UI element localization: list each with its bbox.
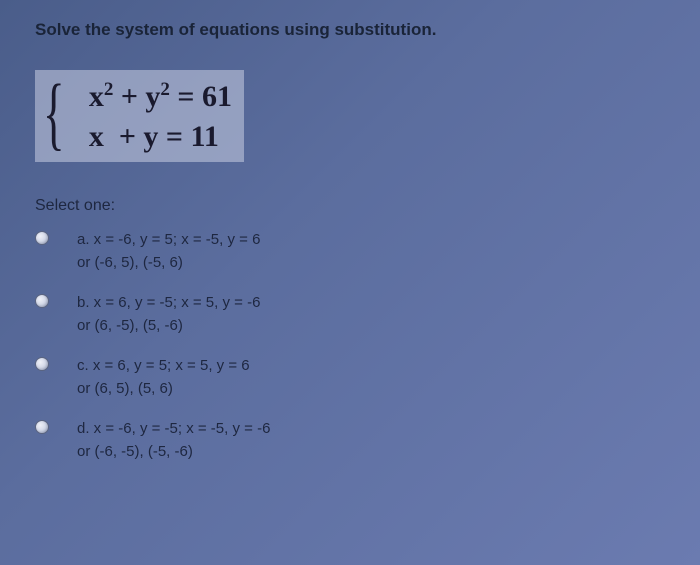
- question-panel: Solve the system of equations using subs…: [0, 0, 700, 483]
- question-prompt: Solve the system of equations using subs…: [35, 20, 665, 40]
- option-sub: or (6, -5), (5, -6): [77, 315, 260, 338]
- option-c[interactable]: c. x = 6, y = 5; x = 5, y = 6 or (6, 5),…: [35, 355, 665, 400]
- equation-stack: x2 + y2 = 61 x + y = 11: [89, 77, 232, 158]
- option-main: d. x = -6, y = -5; x = -5, y = -6: [77, 418, 270, 441]
- options-list: a. x = -6, y = 5; x = -5, y = 6 or (-6, …: [35, 229, 665, 463]
- radio-icon[interactable]: [35, 420, 49, 434]
- equation-line-2: x + y = 11: [89, 117, 232, 158]
- option-text: c. x = 6, y = 5; x = 5, y = 6 or (6, 5),…: [77, 355, 250, 400]
- option-d[interactable]: d. x = -6, y = -5; x = -5, y = -6 or (-6…: [35, 418, 665, 463]
- equation-line-1: x2 + y2 = 61: [89, 77, 232, 118]
- option-b[interactable]: b. x = 6, y = -5; x = 5, y = -6 or (6, -…: [35, 292, 665, 337]
- option-sub: or (-6, -5), (-5, -6): [77, 441, 270, 464]
- equation-system: { x2 + y2 = 61 x + y = 11: [35, 70, 244, 162]
- option-text: a. x = -6, y = 5; x = -5, y = 6 or (-6, …: [77, 229, 260, 274]
- radio-icon[interactable]: [35, 357, 49, 371]
- option-text: d. x = -6, y = -5; x = -5, y = -6 or (-6…: [77, 418, 270, 463]
- option-sub: or (-6, 5), (-5, 6): [77, 252, 260, 275]
- left-brace-icon: {: [43, 72, 65, 154]
- option-a[interactable]: a. x = -6, y = 5; x = -5, y = 6 or (-6, …: [35, 229, 665, 274]
- option-text: b. x = 6, y = -5; x = 5, y = -6 or (6, -…: [77, 292, 260, 337]
- option-main: c. x = 6, y = 5; x = 5, y = 6: [77, 355, 250, 378]
- option-main: b. x = 6, y = -5; x = 5, y = -6: [77, 292, 260, 315]
- option-main: a. x = -6, y = 5; x = -5, y = 6: [77, 229, 260, 252]
- select-one-label: Select one:: [35, 197, 665, 215]
- option-sub: or (6, 5), (5, 6): [77, 378, 250, 401]
- radio-icon[interactable]: [35, 231, 49, 245]
- radio-icon[interactable]: [35, 294, 49, 308]
